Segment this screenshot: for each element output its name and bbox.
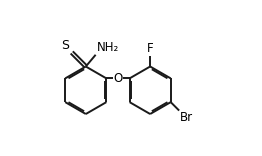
- Text: Br: Br: [180, 111, 193, 124]
- Text: O: O: [113, 72, 123, 85]
- Text: S: S: [61, 39, 69, 52]
- Text: NH₂: NH₂: [96, 41, 119, 54]
- Text: F: F: [147, 42, 154, 55]
